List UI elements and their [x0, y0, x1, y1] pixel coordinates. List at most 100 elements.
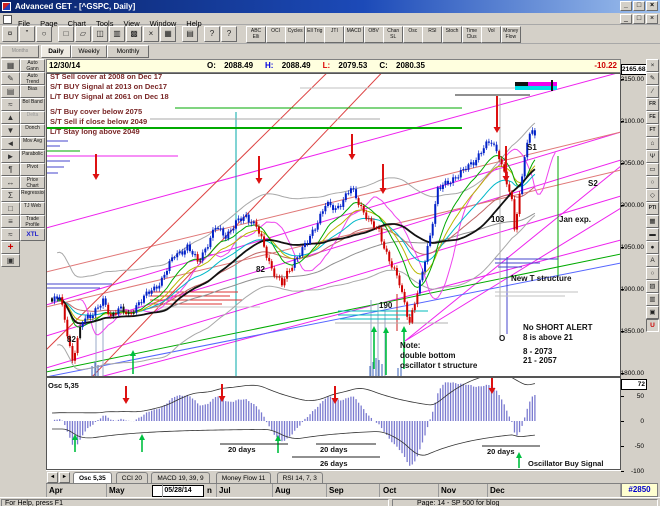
oscillator-panel[interactable]: Osc 5,35 20 days 20 days 20 days 26 days Osci… — [46, 372, 621, 470]
study-button-macd[interactable]: MACD — [344, 26, 364, 43]
menu-file[interactable]: File — [18, 19, 31, 28]
pti-icon[interactable]: PTI — [646, 202, 659, 215]
tile-horizontal-icon[interactable]: ◫ — [92, 26, 108, 42]
pencil-tools-icon[interactable]: ✎ — [1, 72, 20, 85]
bottom-tab-cci-20[interactable]: CCI 20 — [115, 472, 149, 484]
sidebar-study-bias[interactable]: Bias — [20, 85, 45, 98]
menu-tools[interactable]: Tools — [95, 19, 114, 28]
mdi-child-icon[interactable] — [3, 15, 12, 24]
tab-scroll-left-button[interactable]: ◄ — [47, 472, 58, 483]
menu-window[interactable]: Window — [149, 19, 177, 28]
elliott-wave-icon[interactable]: ≈ — [1, 98, 20, 111]
bottom-tab-rsi-14-7-3[interactable]: RSI 14, 7, 3 — [276, 472, 323, 484]
study-button-chan-sl[interactable]: Chan SL — [383, 26, 404, 43]
study-button-oci[interactable]: OCI — [265, 26, 286, 43]
zoom-icon[interactable]: ○ — [36, 26, 52, 42]
blank-box-icon[interactable]: □ — [1, 202, 20, 215]
sum-icon[interactable]: Σ — [1, 189, 20, 202]
bottom-tab-money-flow-11[interactable]: Money Flow 11 — [215, 472, 272, 484]
menu-chart[interactable]: Chart — [67, 19, 86, 28]
study-button-cycles[interactable]: Cycles — [285, 26, 306, 43]
text-tool-icon[interactable]: A — [646, 254, 659, 267]
bottom-tab-osc-5-35[interactable]: Osc 5,35 — [73, 472, 112, 484]
grid-icon[interactable]: ▥ — [646, 293, 659, 306]
mdi-minimize-button[interactable]: _ — [620, 14, 632, 24]
sidebar-study-parabolic[interactable]: Parabolic — [20, 150, 45, 163]
ellipse-icon[interactable]: ○ — [646, 176, 659, 189]
tab-monthly[interactable]: Monthly — [107, 45, 149, 58]
link-key-icon[interactable]: ¤ — [2, 26, 18, 42]
price-chart-canvas[interactable]: S1 S2 103 Jan exp. New T structure No SHORT A… — [45, 61, 622, 378]
arrow-right-icon[interactable]: ► — [1, 150, 20, 163]
u-wave-icon[interactable]: U — [646, 319, 659, 332]
paragraph-icon[interactable]: ¶ — [1, 163, 20, 176]
price-chart[interactable]: S1 S2 103 Jan exp. New T structure No SHORT A… — [45, 61, 622, 378]
time-cluster-icon[interactable]: ▦ — [646, 215, 659, 228]
tick-spacing-icon[interactable]: ↔ — [1, 176, 20, 189]
context-help-icon[interactable]: ? — [221, 26, 237, 42]
close-window-icon[interactable]: × — [143, 26, 159, 42]
sidebar-study-price-chart[interactable]: Price Chart — [20, 176, 45, 189]
study-button-time-clus[interactable]: Time Clus — [461, 26, 482, 43]
rectangle-icon[interactable]: ▭ — [646, 163, 659, 176]
gann-icon[interactable]: ⌂ — [646, 137, 659, 150]
close-chart-icon[interactable]: × — [646, 59, 659, 72]
fib-retracement-icon[interactable]: FR — [646, 98, 659, 111]
color-icon[interactable]: ▨ — [646, 280, 659, 293]
sidebar-study-pivot[interactable]: Pivot — [20, 163, 45, 176]
cascade-icon[interactable]: ▩ — [126, 26, 142, 42]
help-icon[interactable]: ? — [204, 26, 220, 42]
maximize-button[interactable]: □ — [633, 1, 645, 11]
menu-page[interactable]: Page — [40, 19, 58, 28]
minimize-button[interactable]: _ — [620, 1, 632, 11]
study-button-money-flow[interactable]: Money Flow — [500, 26, 521, 43]
arrow-down-icon[interactable]: ▼ — [1, 124, 20, 137]
print-icon[interactable]: ▤ — [182, 26, 198, 42]
trendline-icon[interactable]: ∕ — [646, 85, 659, 98]
study-button-obv[interactable]: OBV — [363, 26, 384, 43]
tab-daily[interactable]: Daily — [41, 45, 71, 58]
fib-time-icon[interactable]: FT — [646, 124, 659, 137]
clock-icon[interactable]: ● — [646, 241, 659, 254]
study-button-abc-elli[interactable]: ABC Elli — [246, 26, 266, 43]
sidebar-study-auto-gann[interactable]: Auto Gann — [20, 59, 45, 72]
pencil-icon[interactable]: ✎ — [646, 72, 659, 85]
sidebar-study-donch[interactable]: Donch — [20, 124, 45, 137]
oscillator-canvas[interactable]: Osc 5,35 20 days 20 days 20 days 26 days Osci… — [46, 372, 621, 470]
study-button-osc[interactable]: Osc — [402, 26, 423, 43]
bottom-tab-macd-19-39-9[interactable]: MACD 19, 39, 9 — [151, 472, 210, 484]
lines-icon[interactable]: ≡ — [1, 215, 20, 228]
study-button-jti[interactable]: JTI — [324, 26, 345, 43]
study-book-icon[interactable]: ▤ — [1, 85, 20, 98]
snapshot-icon[interactable]: ▣ — [1, 254, 20, 267]
sidebar-study-trade-profile[interactable]: Trade Profile — [20, 215, 45, 228]
date-marker-box[interactable]: 05/28/14 — [152, 485, 204, 497]
menu-help[interactable]: Help — [186, 19, 202, 28]
arrow-up-icon[interactable]: ▲ — [1, 111, 20, 124]
refresh-icon[interactable]: ▦ — [160, 26, 176, 42]
fib-extension-icon[interactable]: FE — [646, 111, 659, 124]
new-page-icon[interactable]: □ — [58, 26, 74, 42]
pitchfork-icon[interactable]: Ψ — [646, 150, 659, 163]
quotes-icon[interactable]: ” — [19, 26, 35, 42]
mdi-close-button[interactable]: × — [646, 14, 658, 24]
study-button-ell-trig[interactable]: Ell Trig — [304, 26, 325, 43]
add-alert-icon[interactable]: + — [1, 241, 20, 254]
sidebar-study-regression[interactable]: Regression — [20, 189, 45, 202]
menu-view[interactable]: View — [123, 19, 140, 28]
study-button-vol[interactable]: Vol — [481, 26, 502, 43]
close-button[interactable]: × — [646, 1, 658, 11]
tab-scroll-right-button[interactable]: ► — [59, 472, 70, 483]
sidebar-study-auto-trend[interactable]: Auto Trend — [20, 72, 45, 85]
sidebar-study-bol-band[interactable]: Bol Band — [20, 98, 45, 111]
copy-icon[interactable]: ▣ — [646, 306, 659, 319]
sidebar-study-tj-web[interactable]: TJ Web — [20, 202, 45, 215]
gann-grid-icon[interactable]: ▦ — [1, 59, 20, 72]
open-page-icon[interactable]: ▱ — [75, 26, 91, 42]
tab-weekly[interactable]: Weekly — [71, 45, 107, 58]
sidebar-study-mov-avg[interactable]: Mov Avg — [20, 137, 45, 150]
study-button-stoch[interactable]: Stoch — [442, 26, 462, 43]
waves-icon[interactable]: ≈ — [1, 228, 20, 241]
zoom-tool-icon[interactable]: ○ — [646, 267, 659, 280]
sidebar-study-xtl[interactable]: XTL — [20, 228, 45, 241]
